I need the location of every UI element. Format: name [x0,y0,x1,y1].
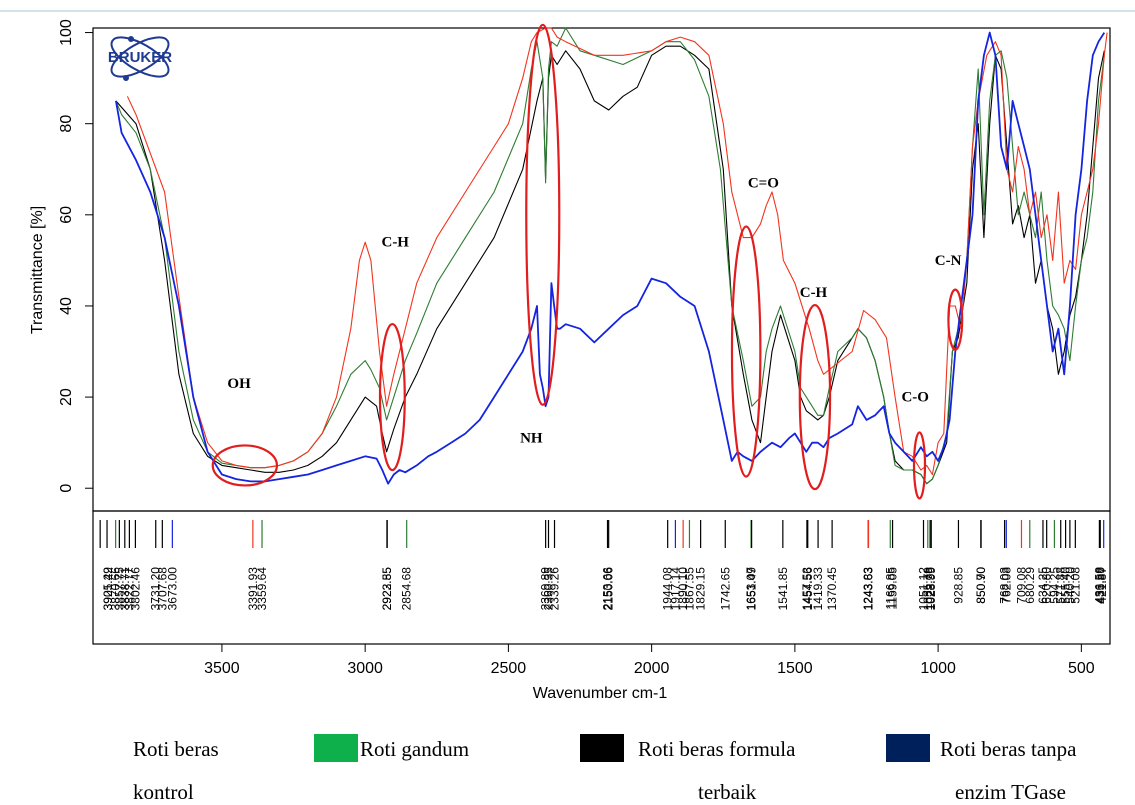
legend-label-gandum: Roti gandum [360,736,469,762]
x-tick-label: 2500 [491,660,527,677]
legend-label-tanpa-enzim-line2: enzim TGase [955,779,1066,805]
y-axis-label: Transmittance [%] [29,206,46,334]
annotation-label: C-O [901,390,929,406]
legend-label-formula-line2: terbaik [698,779,756,805]
annotation-ellipse [380,324,405,470]
peak-markers: 3925.493901.223870.663857.753838.713822.… [100,520,1109,610]
peak-label: 3673.00 [165,567,179,611]
peak-label: 1159.05 [886,567,900,610]
peak-label: 1541.85 [776,567,790,611]
legend-label-tanpa-enzim-line1: Roti beras tanpa [940,736,1076,762]
peak-label: 1419.33 [811,567,825,611]
x-tick-label: 1000 [920,660,956,677]
y-axis: 0 20 40 60 80 100 [58,19,93,493]
series-line-0 [127,28,1107,475]
annotation-label: C-H [381,235,409,251]
peak-label: 1023.99 [924,567,938,611]
y-tick-label: 80 [58,115,75,133]
y-tick-label: 20 [58,388,75,406]
y-tick-label: 100 [58,19,75,46]
y-tick-label: 0 [58,484,75,493]
logo-text: BRUKER [108,49,172,66]
annotation-label: C=O [748,175,779,191]
peak-label: 1370.45 [825,567,839,611]
x-tick-label: 3500 [204,660,240,677]
peak-label: 521.08 [1068,567,1082,604]
annotation-label: C-N [935,253,962,269]
bruker-logo: BRUKER [106,30,174,85]
y-tick-label: 40 [58,297,75,315]
peak-label: 421.87 [1095,567,1109,604]
legend-swatch-formula [580,734,624,762]
peak-label: 2150.06 [602,567,616,611]
x-tick-label: 2000 [634,660,670,677]
y-tick-label: 60 [58,206,75,224]
annotation-ellipse [800,305,830,489]
x-axis: 3500 3000 2500 2000 1500 1000 500 [204,644,1095,677]
annotation-ellipse [732,227,760,477]
legend-swatch-gandum [314,734,358,762]
legend-swatch-tanpa-enzim [886,734,930,762]
peak-label: 1651.49 [745,567,759,611]
annotation-label: OH [227,376,251,392]
peak-label: 762.08 [999,567,1013,604]
peak-label: 1243.63 [861,567,875,611]
x-tick-label: 1500 [777,660,813,677]
annotation-label: NH [520,431,543,447]
x-axis-label: Wavenumber cm-1 [533,685,668,702]
peak-label: 680.29 [1023,567,1037,604]
peak-label: 1742.65 [718,567,732,611]
peak-label: 850.70 [974,567,988,604]
peak-label: 928.85 [951,567,965,604]
plot-box [93,28,1110,511]
peak-label: 3359.64 [255,567,269,611]
peak-label: 2923.85 [380,567,394,611]
x-tick-label: 500 [1068,660,1095,677]
peak-label: 3802.46 [128,567,142,611]
legend-label-formula-line1: Roti beras formula [638,736,795,762]
peak-label: 2339.26 [548,567,562,611]
legend-label-kontrol-line1: Roti beras [133,736,219,762]
legend-label-kontrol-line2: kontrol [133,779,194,805]
peak-label: 2854.68 [400,567,414,611]
annotation-ellipse [914,432,925,498]
x-tick-label: 3000 [347,660,383,677]
peak-label: 1829.15 [694,567,708,611]
annotation-label: C-H [800,285,828,301]
